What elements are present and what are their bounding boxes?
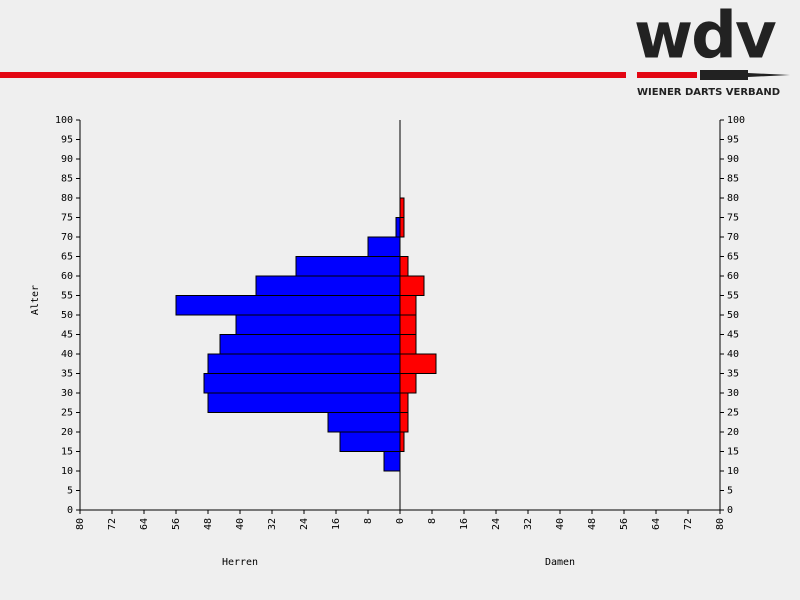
y-tick-label: 15 <box>61 447 73 458</box>
y-tick-label: 70 <box>61 232 73 243</box>
y-tick-label: 25 <box>727 408 739 419</box>
x-tick-label: 40 <box>235 518 246 530</box>
x-tick-label: 64 <box>139 518 150 530</box>
y-tick-label: 25 <box>61 408 73 419</box>
y-tick-label: 50 <box>61 310 73 321</box>
bar <box>367 236 401 257</box>
x-tick-label: 32 <box>523 518 534 530</box>
y-tick-label: 5 <box>67 486 73 497</box>
bar <box>175 295 401 316</box>
y-tick-label: 50 <box>727 310 739 321</box>
legend-right: Damen <box>545 557 575 568</box>
x-tick-label: 0 <box>395 518 406 524</box>
x-tick-label: 40 <box>555 518 566 530</box>
y-tick-label: 10 <box>727 466 739 477</box>
y-tick-label: 55 <box>61 291 73 302</box>
x-tick-label: 24 <box>299 518 310 530</box>
y-tick-label: 20 <box>727 427 739 438</box>
x-tick-label: 80 <box>75 518 86 530</box>
y-tick-label: 5 <box>727 486 733 497</box>
bar <box>399 334 417 355</box>
x-tick-label: 24 <box>491 518 502 530</box>
y-tick-label: 60 <box>727 271 739 282</box>
y-tick-label: 30 <box>727 388 739 399</box>
y-axis-label: Alter <box>30 285 41 315</box>
y-tick-label: 70 <box>727 232 739 243</box>
bar <box>399 314 417 335</box>
y-tick-label: 40 <box>727 349 739 360</box>
bar <box>399 392 409 413</box>
x-tick-label: 56 <box>619 518 630 530</box>
y-tick-label: 80 <box>727 193 739 204</box>
bar <box>399 353 437 374</box>
logo-dart-tip <box>748 73 790 77</box>
y-tick-label: 35 <box>727 369 739 380</box>
bar <box>399 275 425 296</box>
bar <box>295 256 401 277</box>
bar <box>399 295 417 316</box>
y-tick-label: 45 <box>727 330 739 341</box>
x-tick-label: 72 <box>683 518 694 530</box>
x-tick-label: 56 <box>171 518 182 530</box>
bar <box>399 373 417 394</box>
legend-left: Herren <box>222 557 258 568</box>
y-tick-label: 0 <box>67 505 73 516</box>
y-tick-label: 60 <box>61 271 73 282</box>
bar <box>219 334 401 355</box>
logo-subtitle: WIENER DARTS VERBAND <box>637 87 780 98</box>
bar <box>399 431 405 452</box>
y-tick-label: 35 <box>61 369 73 380</box>
bar <box>255 275 401 296</box>
y-tick-label: 85 <box>61 174 73 185</box>
bar <box>207 353 401 374</box>
header-bar <box>0 72 626 78</box>
y-tick-label: 95 <box>61 135 73 146</box>
x-tick-label: 16 <box>331 518 342 530</box>
y-tick-label: 20 <box>61 427 73 438</box>
logo-mark: wdv <box>634 0 776 74</box>
bar <box>399 217 405 238</box>
y-tick-label: 75 <box>727 213 739 224</box>
y-tick-label: 65 <box>61 252 73 263</box>
y-tick-label: 55 <box>727 291 739 302</box>
y-tick-label: 90 <box>61 154 73 165</box>
bar <box>235 314 401 335</box>
x-tick-label: 48 <box>203 518 214 530</box>
x-tick-label: 80 <box>715 518 726 530</box>
y-tick-label: 30 <box>61 388 73 399</box>
y-tick-label: 15 <box>727 447 739 458</box>
logo-bar <box>637 72 697 78</box>
bar <box>207 392 401 413</box>
y-tick-label: 45 <box>61 330 73 341</box>
y-tick-label: 65 <box>727 252 739 263</box>
y-tick-label: 80 <box>61 193 73 204</box>
bar <box>327 412 401 433</box>
x-tick-label: 8 <box>363 518 374 524</box>
y-tick-label: 100 <box>55 115 73 126</box>
y-tick-label: 0 <box>727 505 733 516</box>
x-tick-label: 16 <box>459 518 470 530</box>
bar <box>399 197 405 218</box>
x-tick-label: 64 <box>651 518 662 530</box>
x-tick-label: 32 <box>267 518 278 530</box>
x-tick-label: 72 <box>107 518 118 530</box>
bar <box>399 256 409 277</box>
x-tick-label: 48 <box>587 518 598 530</box>
y-tick-label: 75 <box>61 213 73 224</box>
bar <box>339 431 401 452</box>
x-tick-label: 8 <box>427 518 438 524</box>
bar <box>383 451 401 472</box>
bar <box>395 217 401 238</box>
y-tick-label: 95 <box>727 135 739 146</box>
logo-dart <box>700 70 748 80</box>
bar <box>203 373 401 394</box>
y-tick-label: 90 <box>727 154 739 165</box>
y-tick-label: 100 <box>727 115 745 126</box>
bar <box>399 412 409 433</box>
y-tick-label: 10 <box>61 466 73 477</box>
y-tick-label: 85 <box>727 174 739 185</box>
y-tick-label: 40 <box>61 349 73 360</box>
